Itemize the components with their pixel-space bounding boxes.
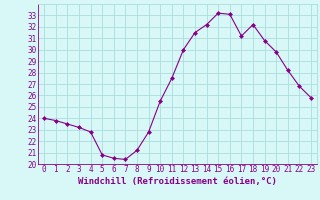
X-axis label: Windchill (Refroidissement éolien,°C): Windchill (Refroidissement éolien,°C) bbox=[78, 177, 277, 186]
